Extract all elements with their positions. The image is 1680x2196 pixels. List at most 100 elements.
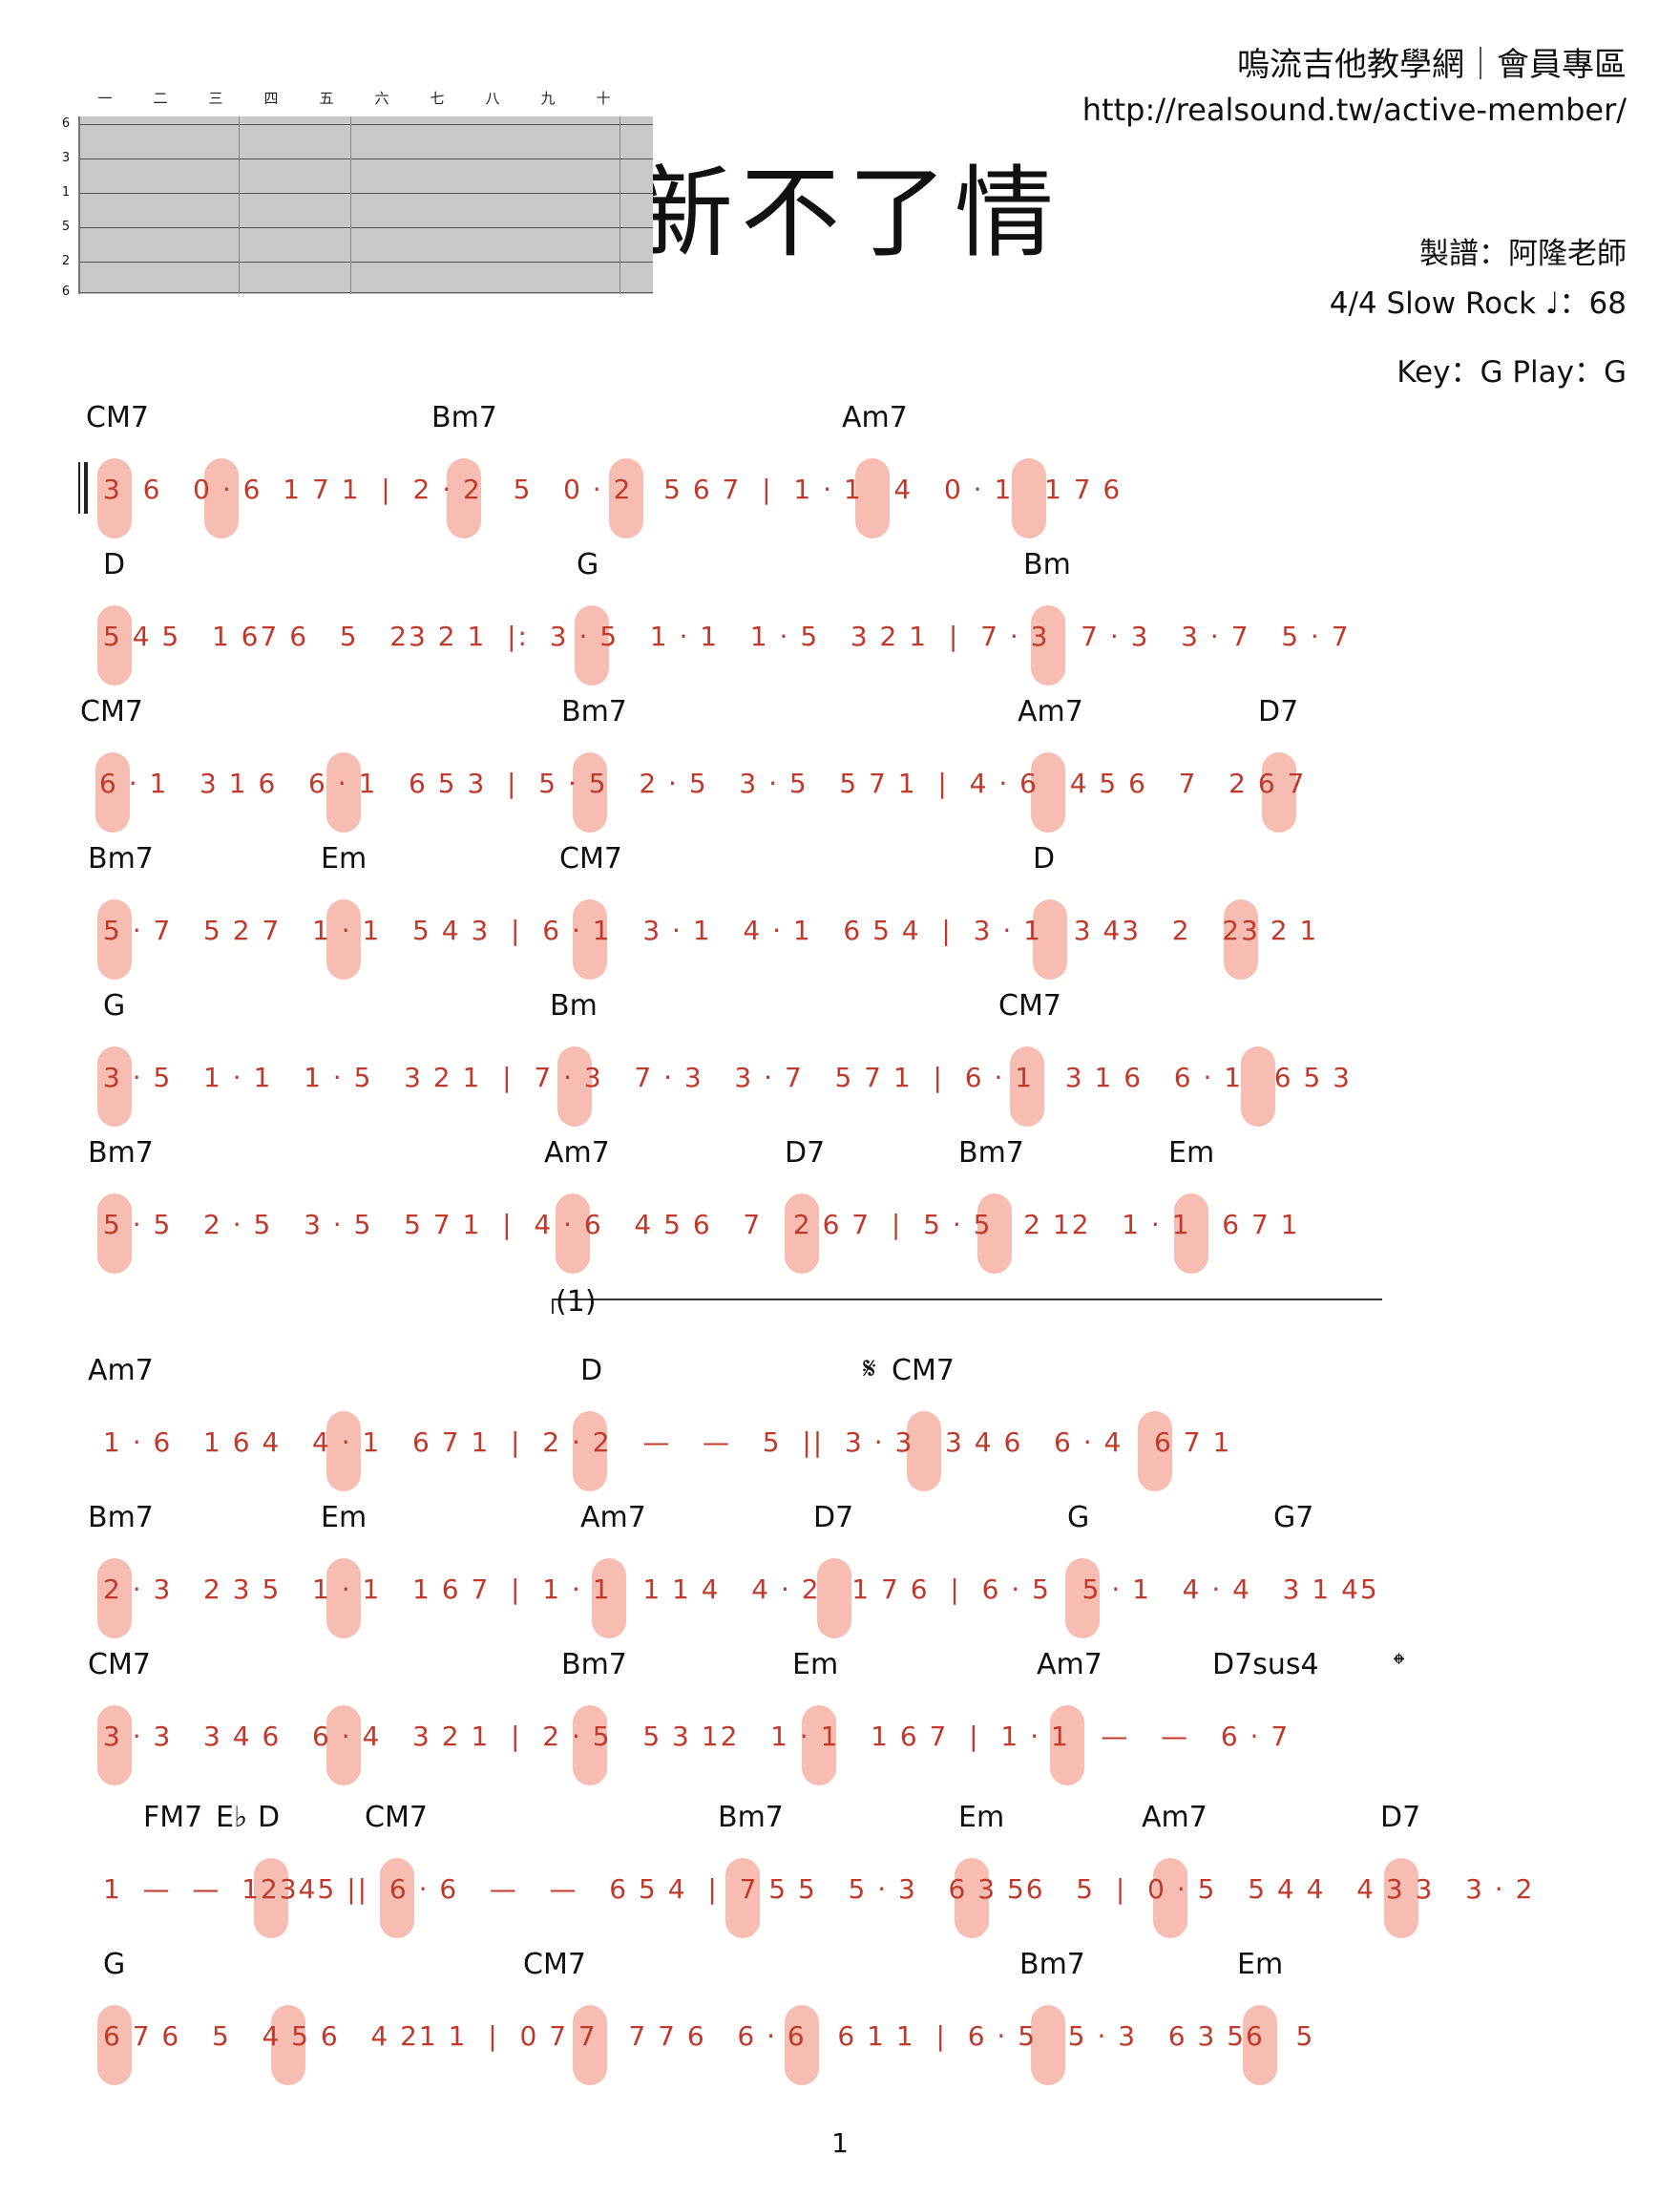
coda-icon: 𝄌 bbox=[1394, 1646, 1405, 1682]
chord-symbol: CM7 bbox=[365, 1801, 428, 1834]
highlight-mark bbox=[326, 1705, 361, 1785]
highlight-mark bbox=[1012, 458, 1046, 538]
highlight-mark bbox=[97, 1046, 132, 1127]
highlight-mark bbox=[557, 1046, 592, 1127]
highlight-mark bbox=[326, 1558, 361, 1638]
highlight-mark bbox=[1138, 1411, 1172, 1491]
chord-symbol: CM7 bbox=[80, 695, 143, 728]
highlight-mark bbox=[95, 752, 130, 833]
chord-symbol: Bm bbox=[550, 989, 598, 1023]
chord-symbol: CM7 bbox=[88, 1648, 151, 1681]
chord-symbol: Bm7 bbox=[88, 842, 154, 876]
chord-symbol: Bm7 bbox=[561, 1648, 627, 1681]
fret-label: 二 bbox=[153, 90, 168, 107]
highlight-mark bbox=[380, 1858, 414, 1938]
string-label: 2 bbox=[61, 254, 71, 268]
chord-symbol: CM7 bbox=[523, 1948, 586, 1981]
chord-symbol: Am7 bbox=[580, 1501, 646, 1534]
score-row: CM7 Bm7 Em Am7 D7sus4 𝄌 3 · 3 3 4 6 6 · … bbox=[0, 1646, 1680, 1785]
segno-icon: 𝄋 bbox=[863, 1350, 876, 1386]
highlight-mark bbox=[1010, 1046, 1044, 1127]
highlight-mark bbox=[1243, 2005, 1277, 2085]
highlight-mark bbox=[97, 1705, 132, 1785]
highlight-mark bbox=[326, 899, 361, 980]
fret-label: 一 bbox=[97, 90, 113, 107]
highlight-mark bbox=[556, 1193, 590, 1274]
key-info: Key：G Play：G bbox=[1396, 355, 1627, 390]
chord-symbol: Em bbox=[321, 1501, 368, 1534]
highlight-mark bbox=[1031, 752, 1065, 833]
notation-line: 3 · 3 3 4 6 6 · 4 3 2 1 | 2 · 5 5 3 12 1… bbox=[103, 1721, 1291, 1752]
chord-symbol: CM7 bbox=[998, 989, 1061, 1023]
string-label: 6 bbox=[61, 116, 71, 131]
chord-symbol: Bm7 bbox=[431, 401, 497, 434]
string-label: 5 bbox=[61, 220, 71, 234]
score-row: CM7 Bm7 Am7 D7 6 · 1 3 1 6 6 · 1 6 5 3 |… bbox=[0, 695, 1680, 833]
fret-label: 三 bbox=[208, 90, 223, 107]
tempo-meta: 4/4 Slow Rock ♩：68 bbox=[1329, 286, 1627, 321]
chord-symbol: D7 bbox=[1380, 1801, 1421, 1834]
fret-label: 十 bbox=[596, 90, 611, 107]
chord-symbol: D bbox=[258, 1801, 281, 1834]
notation-line: 6 7 6 5 4 5 6 4 21 1 | 0 7 7 7 7 6 6 · 6… bbox=[103, 2020, 1315, 2052]
highlight-mark bbox=[592, 1558, 626, 1638]
highlight-mark bbox=[609, 458, 643, 538]
highlight-mark bbox=[977, 1193, 1012, 1274]
highlight-mark bbox=[447, 458, 481, 538]
notation-line: 1 · 6 1 6 4 4 · 1 6 7 1 | 2 · 2 — — 5 ||… bbox=[103, 1426, 1232, 1458]
site-url[interactable]: http://realsound.tw/active-member/ bbox=[1082, 92, 1627, 128]
fret-label: 四 bbox=[263, 90, 279, 107]
chord-symbol: D bbox=[580, 1354, 603, 1387]
chord-symbol: G bbox=[577, 548, 599, 581]
fret-label: 六 bbox=[374, 90, 389, 107]
score-row: CM7 Bm7 Am7 3 6 0 · 6 1 7 1 | 2 · 2 5 0 … bbox=[0, 401, 1680, 538]
highlight-mark bbox=[204, 458, 239, 538]
chord-symbol: D7 bbox=[1258, 695, 1299, 728]
chord-symbol: Am7 bbox=[88, 1354, 154, 1387]
notation-line: 5 4 5 1 67 6 5 23 2 1 |: 3 · 5 1 · 1 1 ·… bbox=[103, 621, 1351, 652]
highlight-mark bbox=[97, 605, 132, 686]
chord-symbol: D bbox=[103, 548, 126, 581]
highlight-mark bbox=[1241, 1046, 1275, 1127]
highlight-mark bbox=[1384, 1858, 1418, 1938]
notation-line: 5 · 7 5 2 7 1 · 1 5 4 3 | 6 · 1 3 · 1 4 … bbox=[103, 915, 1319, 946]
highlight-mark bbox=[907, 1411, 941, 1491]
chord-symbol: CM7 bbox=[892, 1354, 955, 1387]
site-title: 嗚流吉他教學網｜會員專區 bbox=[1237, 46, 1627, 84]
chord-symbol: CM7 bbox=[86, 401, 149, 434]
chord-symbol: E♭ bbox=[216, 1801, 248, 1834]
chord-symbol: Bm7 bbox=[958, 1136, 1024, 1170]
page-number: 1 bbox=[831, 2127, 849, 2159]
highlight-mark bbox=[1153, 1858, 1187, 1938]
score-row: Bm7 Em Am7 D7 G G7 2 · 3 2 3 5 1 · 1 1 6… bbox=[0, 1501, 1680, 1638]
chord-symbol: D7 bbox=[785, 1136, 826, 1170]
chord-symbol: CM7 bbox=[559, 842, 622, 876]
highlight-mark bbox=[1224, 899, 1258, 980]
highlight-mark bbox=[725, 1858, 760, 1938]
chord-symbol: D7 bbox=[813, 1501, 854, 1534]
highlight-mark bbox=[573, 1411, 607, 1491]
highlight-mark bbox=[326, 752, 361, 833]
highlight-mark bbox=[1031, 605, 1065, 686]
highlight-mark bbox=[785, 1193, 819, 1274]
score-row: G CM7 Bm7 Em 6 7 6 5 4 5 6 4 21 1 | 0 7 … bbox=[0, 1948, 1680, 2085]
chord-symbol: G7 bbox=[1273, 1501, 1314, 1534]
highlight-mark bbox=[1174, 1193, 1208, 1274]
string-label: 1 bbox=[61, 185, 71, 200]
highlight-mark bbox=[573, 2005, 607, 2085]
highlight-mark bbox=[573, 752, 607, 833]
highlight-mark bbox=[802, 1705, 836, 1785]
volta-hook bbox=[552, 1299, 554, 1314]
string-label: 3 bbox=[61, 151, 71, 165]
chord-symbol: Em bbox=[1237, 1948, 1284, 1981]
fretboard-diagram: 一 二 三 四 五 六 七 八 九 十 6 3 1 5 2 6 bbox=[59, 88, 670, 307]
notation-line: 2 · 3 2 3 5 1 · 1 1 6 7 | 1 · 1 1 1 4 4 … bbox=[103, 1573, 1379, 1605]
highlight-mark bbox=[573, 899, 607, 980]
chord-symbol: Bm7 bbox=[88, 1136, 154, 1170]
highlight-mark bbox=[97, 2005, 132, 2085]
chord-symbol: Am7 bbox=[1142, 1801, 1208, 1834]
chord-symbol: Am7 bbox=[1018, 695, 1083, 728]
highlight-mark bbox=[1065, 1558, 1100, 1638]
fretboard-grid bbox=[78, 116, 653, 294]
chord-symbol: Bm7 bbox=[718, 1801, 784, 1834]
